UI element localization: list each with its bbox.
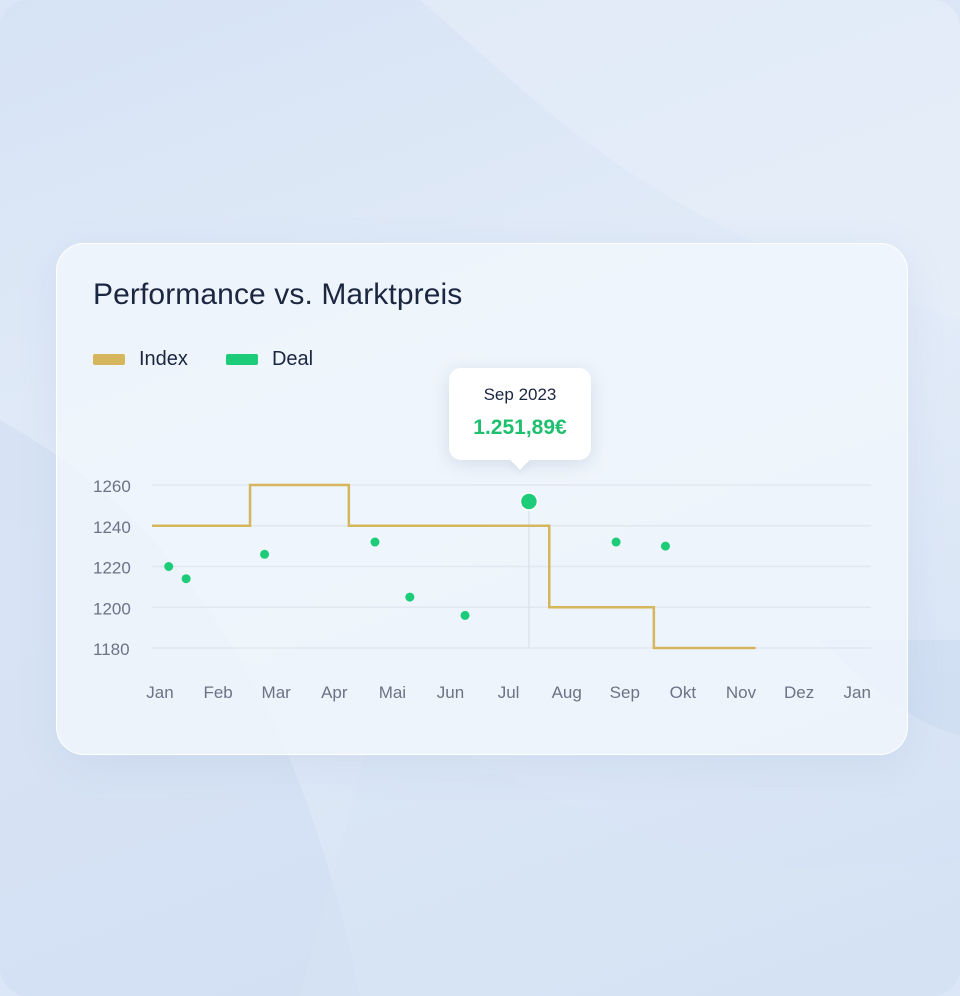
x-tick-label: Jul	[498, 683, 520, 702]
chart-legend: Index Deal	[93, 348, 351, 371]
chart-title: Performance vs. Marktpreis	[93, 278, 463, 311]
x-tick-label: Mai	[379, 683, 406, 702]
y-tick-label: 1200	[93, 599, 131, 618]
index-step-line	[152, 483, 756, 650]
x-tick-label: Aug	[552, 683, 582, 702]
legend-item-deal[interactable]: Deal	[225, 348, 314, 371]
deal-point	[164, 562, 174, 571]
x-tick-label: Apr	[321, 683, 348, 702]
deal-point	[260, 549, 270, 559]
deal-point-highlighted	[519, 492, 539, 511]
chart-tooltip: Sep 2023 1.251,89€	[449, 368, 591, 460]
x-tick-label: Jan	[146, 683, 173, 702]
chart-plot: 1260 1240 1220 1200 1180 Jan Feb Mar Apr Mai Jun Ju…	[93, 477, 871, 702]
x-tick-label: Okt	[670, 683, 697, 702]
legend-swatch-deal	[225, 354, 258, 365]
x-tick-label: Dez	[784, 683, 814, 702]
deal-point	[660, 541, 670, 551]
y-tick-label: 1180	[93, 640, 130, 659]
deal-point	[370, 537, 380, 547]
deal-point	[611, 537, 621, 547]
x-tick-label: Sep	[610, 683, 640, 702]
x-tick-label: Mar	[262, 683, 292, 702]
legend-label-deal: Deal	[271, 348, 314, 370]
legend-swatch-index	[93, 354, 125, 365]
deal-point	[181, 574, 191, 584]
x-tick-label: Jan	[843, 683, 870, 702]
legend-label-index: Index	[139, 348, 188, 370]
y-tick-label: 1240	[93, 518, 131, 537]
x-tick-label: Nov	[726, 683, 757, 702]
y-tick-label: 1220	[93, 559, 131, 578]
x-tick-label: Feb	[203, 683, 232, 702]
legend-item-index[interactable]: Index	[93, 348, 188, 371]
deal-point	[405, 592, 415, 602]
x-tick-label: Jun	[437, 683, 464, 702]
chart-card: Performance vs. Marktpreis Index Deal 12…	[56, 243, 908, 755]
y-tick-label: 1260	[93, 477, 131, 496]
deal-point	[460, 610, 470, 620]
tooltip-value: 1.251,89€	[473, 416, 567, 439]
tooltip-date: Sep 2023	[483, 385, 557, 404]
